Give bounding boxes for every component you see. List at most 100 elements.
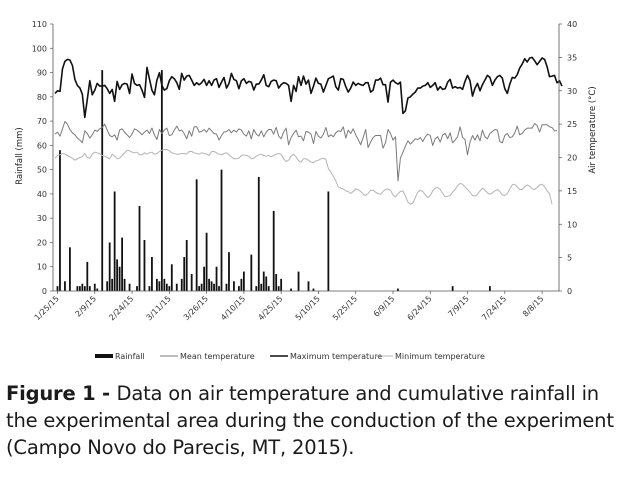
figure-caption: Figure 1 - Data on air temperature and c… [6, 380, 618, 461]
rainfall-bar [163, 278, 166, 291]
right-axis-ticks: 0 5 10 15 20 25 30 35 40 [559, 20, 577, 296]
rainfall-bar [170, 264, 173, 291]
left-tick-label: 0 [42, 287, 47, 296]
rainfall-bar [148, 286, 151, 291]
left-tick-label: 50 [37, 166, 47, 175]
rainfall-bar [451, 286, 454, 291]
rainfall-bar [155, 278, 158, 291]
x-tick-label: 5/10/15 [294, 294, 322, 322]
x-tick-label: 4/10/15 [219, 294, 247, 322]
line-maximum-temperature [54, 56, 563, 119]
legend: Rainfall Mean temperature Maximum temperat… [95, 352, 485, 361]
rainfall-bar [260, 283, 263, 291]
legend-label-minimum-temperature: Minimum temperature [395, 352, 485, 361]
rainfall-bar [183, 257, 186, 291]
rainfall-bar [220, 169, 223, 291]
rainfall-bar [267, 286, 270, 291]
rainfall-bar [238, 286, 240, 291]
rainfall-bar [180, 278, 183, 291]
rainfall-bar [76, 286, 79, 291]
rainfall-bar [297, 271, 300, 291]
rainfall-bar [218, 286, 220, 291]
caption-label: Figure 1 - [6, 382, 117, 405]
rainfall-bar [200, 283, 203, 291]
rainfall-bar [93, 283, 96, 291]
rainfall-bar [136, 286, 138, 291]
rainfall-bar [101, 70, 104, 291]
rainfall-bar [185, 240, 188, 291]
right-tick-label: 25 [567, 120, 577, 129]
legend-swatch-rainfall [95, 354, 113, 358]
rainfall-bar [158, 281, 161, 291]
right-tick-label: 20 [567, 154, 577, 163]
temperature-lines [54, 56, 563, 205]
rainfall-bar [257, 176, 260, 291]
rainfall-bar [143, 240, 146, 291]
x-tick-label: 3/11/15 [145, 294, 173, 322]
rainfall-bar [83, 286, 86, 291]
rainfall-bar [208, 278, 210, 291]
rainfall-bar [195, 179, 198, 291]
left-tick-label: 80 [37, 93, 47, 102]
rainfall-bar [175, 283, 178, 291]
rainfall-bar [118, 266, 121, 291]
x-tick-label: 7/9/15 [446, 294, 471, 319]
rainfall-bar [81, 283, 84, 291]
rainfall-bars [56, 70, 491, 291]
rainfall-bar [307, 281, 310, 291]
right-tick-label: 10 [567, 220, 577, 229]
rainfall-bar [489, 286, 491, 291]
rainfall-bar [272, 210, 275, 291]
left-tick-label: 40 [37, 190, 47, 199]
rainfall-bar [240, 278, 243, 291]
right-tick-label: 40 [567, 20, 577, 29]
rainfall-bar [242, 271, 245, 291]
x-tick-label: 2/24/15 [107, 294, 135, 322]
line-mean-temperature [54, 121, 557, 182]
x-tick-label: 4/25/15 [256, 294, 284, 322]
rainfall-bar [198, 286, 201, 291]
line-minimum-temperature [54, 149, 553, 205]
rainfall-bar [128, 283, 131, 291]
right-axis-title: Air temperature (°C) [588, 86, 598, 173]
rainfall-bar [327, 191, 330, 291]
rainfall-bar [69, 247, 71, 291]
legend-label-rainfall: Rainfall [115, 352, 145, 361]
left-tick-label: 70 [37, 117, 47, 126]
left-tick-label: 10 [37, 263, 47, 272]
rainfall-bar [138, 206, 141, 291]
right-tick-label: 30 [567, 87, 577, 96]
left-tick-label: 100 [32, 44, 47, 53]
x-tick-label: 6/9/15 [372, 294, 397, 319]
axes [52, 24, 560, 292]
rainfall-bar [116, 259, 119, 291]
rainfall-bar [88, 286, 91, 291]
rainfall-bar [255, 286, 258, 291]
legend-label-mean-temperature: Mean temperature [180, 352, 255, 361]
left-tick-label: 30 [37, 214, 47, 223]
rainfall-bar [123, 278, 126, 291]
rainfall-bar [397, 288, 399, 291]
chart: 0 10 20 30 40 50 60 70 80 90 100 110 0 5 10 15 20 25 30 35… [15, 20, 598, 361]
rainfall-bar [78, 286, 81, 291]
x-tick-label: 3/26/15 [182, 294, 210, 322]
rainfall-bar [203, 266, 206, 291]
rainfall-bar [108, 242, 111, 291]
rainfall-bar [290, 288, 292, 291]
x-tick-label: 7/24/15 [480, 294, 508, 322]
rainfall-bar [213, 283, 215, 291]
left-tick-label: 20 [37, 238, 47, 247]
right-tick-label: 35 [567, 53, 577, 62]
rainfall-bar [275, 274, 278, 291]
rainfall-bar [151, 257, 153, 291]
rainfall-bar [228, 252, 230, 291]
rainfall-bar [205, 232, 208, 291]
left-tick-label: 90 [37, 69, 47, 78]
rainfall-bar [190, 274, 193, 291]
rainfall-bar [210, 281, 213, 291]
right-tick-label: 0 [567, 287, 572, 296]
right-tick-label: 15 [567, 187, 577, 196]
rainfall-bar [233, 281, 235, 291]
rainfall-bar [160, 70, 163, 291]
x-tick-label: 2/9/15 [74, 294, 99, 319]
